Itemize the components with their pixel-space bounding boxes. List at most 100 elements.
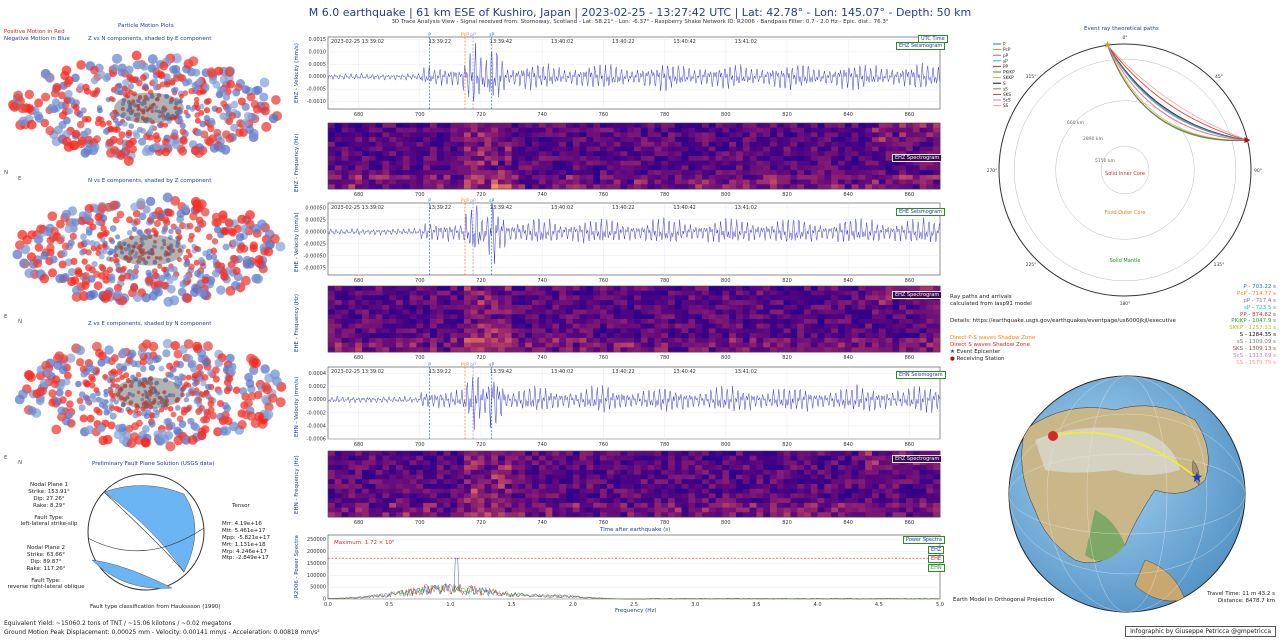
spectrogram-cell <box>396 323 404 329</box>
spectrogram-cell <box>613 319 621 325</box>
spectrogram-cell <box>810 179 818 185</box>
spectrogram-cell <box>627 493 635 499</box>
spectrogram-cell <box>430 127 438 133</box>
spectrogram-cell <box>504 474 512 480</box>
particle-point <box>236 245 245 254</box>
particle-point <box>275 241 286 252</box>
spectrogram-cell <box>538 512 546 518</box>
spectrogram-cell <box>600 151 608 157</box>
spectrogram-cell <box>756 314 764 320</box>
spectrogram-cell <box>559 455 567 461</box>
time-label: 13:39:42 <box>490 205 512 211</box>
spectrogram-cell <box>334 328 342 334</box>
spectrogram-cell <box>457 479 465 485</box>
spectrogram-cell <box>824 160 832 166</box>
spectrogram-cell <box>668 342 676 348</box>
particle-point <box>162 404 169 410</box>
spectrogram-cell <box>389 488 397 494</box>
spectrogram-cell <box>586 127 594 133</box>
spectrogram-cell <box>804 304 812 310</box>
spectrogram-cell <box>491 342 499 348</box>
spectrogram-cell <box>430 479 438 485</box>
spectrogram-cell <box>783 309 791 315</box>
spectrogram-cell <box>661 465 669 471</box>
spectrogram-cell <box>926 342 934 348</box>
spectrogram-cell <box>450 469 458 475</box>
spectrogram-cell <box>736 184 744 190</box>
spectrogram-cell <box>838 156 846 162</box>
spectrogram-cell <box>647 314 655 320</box>
spectrogram-cell <box>654 300 662 306</box>
spectrogram-cell <box>382 165 390 171</box>
spectrogram-cell <box>613 295 621 301</box>
spectrogram-cell <box>783 132 791 138</box>
spectrogram-cell <box>355 488 363 494</box>
particle-point <box>91 261 98 268</box>
spectrogram-cell <box>552 502 560 508</box>
x-tick-label: 760 <box>599 278 609 284</box>
spectrogram-cell <box>681 314 689 320</box>
time-label: 2023-02-25 13:39:02 <box>331 369 384 375</box>
particle-point <box>123 372 130 379</box>
spectrogram-cell <box>661 170 669 176</box>
spectrogram-cell <box>552 165 560 171</box>
spectrogram-cell <box>572 300 580 306</box>
particle-point <box>87 275 96 283</box>
spectrogram-cell <box>695 314 703 320</box>
spectrogram-cell <box>933 328 941 334</box>
spectrogram-cell <box>681 141 689 147</box>
spectrogram-cell <box>491 474 499 480</box>
particle-point <box>102 249 108 255</box>
spectrogram-cell <box>838 141 846 147</box>
spectrogram-cell <box>566 498 574 504</box>
particle-point <box>24 103 34 113</box>
spectrogram-cell <box>865 286 873 292</box>
spectrogram-cell <box>892 314 900 320</box>
particle-point <box>128 110 134 116</box>
particle-point <box>183 339 194 349</box>
spectrogram-cell <box>525 295 533 301</box>
spectrogram-cell <box>368 342 376 348</box>
spectrogram-cell <box>926 174 934 180</box>
spectrogram-cell <box>627 502 635 508</box>
spectrogram-cell <box>606 507 614 513</box>
spectrogram-cell <box>906 127 914 133</box>
spectrogram-cell <box>443 132 451 138</box>
spectrogram-cell <box>620 314 628 320</box>
spectrogram-cell <box>593 460 601 466</box>
particle-point <box>55 388 64 397</box>
spectrogram-cell <box>396 141 404 147</box>
spectrogram-cell <box>919 304 927 310</box>
spectrogram-cell <box>423 179 431 185</box>
spectrogram-cell <box>770 309 778 315</box>
fault-caption: Fault type classification from Haukssson… <box>90 604 221 610</box>
time-label: 13:39:22 <box>429 369 451 375</box>
spectrogram-cell <box>348 165 356 171</box>
spectrogram-cell <box>389 479 397 485</box>
spectrogram-cell <box>436 498 444 504</box>
spectrogram-cell <box>525 498 533 504</box>
spectrogram-cell <box>736 160 744 166</box>
particle-point <box>112 216 120 224</box>
particle-point <box>194 245 200 252</box>
x-tick-label: 840 <box>843 355 853 361</box>
spectrogram-cell <box>579 323 587 329</box>
spectrogram-cell <box>470 170 478 176</box>
spectrogram-cell <box>389 174 397 180</box>
particle-point <box>161 238 166 243</box>
spectrogram-cell <box>926 146 934 152</box>
particle-point <box>191 82 199 89</box>
spectrogram-cell <box>715 300 723 306</box>
spectrogram-cell <box>722 333 730 339</box>
spectrogram-cell <box>926 179 934 185</box>
spectrogram-cell <box>355 333 363 339</box>
spectrogram-cell <box>484 493 492 499</box>
spectrogram-cell <box>634 132 642 138</box>
spectrogram-cell <box>538 174 546 180</box>
spectrogram-cell <box>688 333 696 339</box>
particle-point <box>161 113 166 118</box>
spectrogram-cell <box>668 328 676 334</box>
particle-point <box>210 247 218 255</box>
spectrogram-cell <box>416 474 424 480</box>
spectrogram-cell <box>661 141 669 147</box>
